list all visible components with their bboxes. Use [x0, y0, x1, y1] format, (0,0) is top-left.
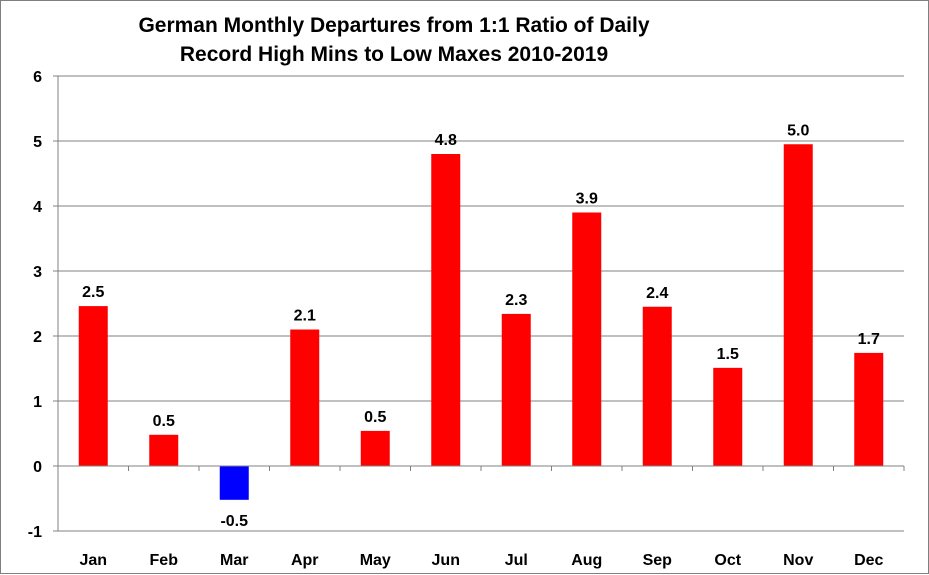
data-label: 1.7 [858, 331, 880, 348]
data-label: 3.9 [576, 191, 598, 208]
bar-nov [783, 144, 813, 466]
x-tick-label: May [360, 552, 391, 569]
x-tick-label: Aug [571, 552, 602, 569]
y-tick-label: -1 [28, 524, 42, 541]
data-label: 2.1 [294, 308, 316, 325]
bar-dec [854, 352, 884, 466]
data-label: 5.0 [787, 122, 809, 139]
y-tick-label: 4 [33, 199, 42, 216]
bar-jun [431, 154, 461, 466]
x-tick-label: Oct [714, 552, 741, 569]
bar-may [360, 430, 390, 466]
y-tick-label: 6 [33, 69, 42, 86]
bar-jan [78, 306, 108, 466]
x-tick-label: Jan [79, 552, 107, 569]
data-label: 2.5 [82, 284, 104, 301]
y-tick-label: 1 [33, 394, 42, 411]
data-label: 2.3 [505, 292, 527, 309]
y-tick-label: 5 [33, 134, 42, 151]
x-tick-label: Sep [643, 552, 673, 569]
data-label: 0.5 [364, 409, 386, 426]
bar-sep [642, 306, 672, 466]
data-label: 1.5 [717, 346, 739, 363]
y-tick-label: 2 [33, 329, 42, 346]
bar-jul [501, 313, 531, 466]
data-label: 0.5 [153, 413, 175, 430]
data-label: 4.8 [435, 132, 457, 149]
x-tick-label: Feb [150, 552, 179, 569]
gridlines [58, 75, 904, 532]
y-tick-label: 0 [33, 459, 42, 476]
bar-oct [713, 367, 743, 466]
data-label: 2.4 [646, 285, 668, 302]
x-tick-label: Nov [783, 552, 813, 569]
data-label: -0.5 [220, 513, 248, 530]
bar-mar [219, 466, 249, 500]
axes: -1 0 1 2 3 4 5 6 Jan Feb Mar Apr May Jun Jul Aug Sep Oct N… [28, 69, 905, 569]
x-tick-label: Jun [432, 552, 460, 569]
bars [78, 144, 884, 500]
x-tick-label: Mar [220, 552, 248, 569]
y-tick-label: 3 [33, 264, 42, 281]
bar-aug [572, 212, 602, 466]
x-tick-label: Jul [505, 552, 528, 569]
bar-apr [290, 329, 320, 466]
chart-title-line-1: German Monthly Departures from 1:1 Ratio… [138, 14, 649, 37]
chart-title-line-2: Record High Mins to Low Maxes 2010-2019 [180, 43, 608, 66]
bar-feb [149, 434, 179, 466]
data-labels: 2.5 0.5 -0.5 2.1 0.5 4.8 2.3 3.9 2.4 1.5 5.0 1.7 [82, 122, 880, 530]
x-tick-label: Dec [854, 552, 883, 569]
x-tick-label: Apr [291, 552, 319, 569]
